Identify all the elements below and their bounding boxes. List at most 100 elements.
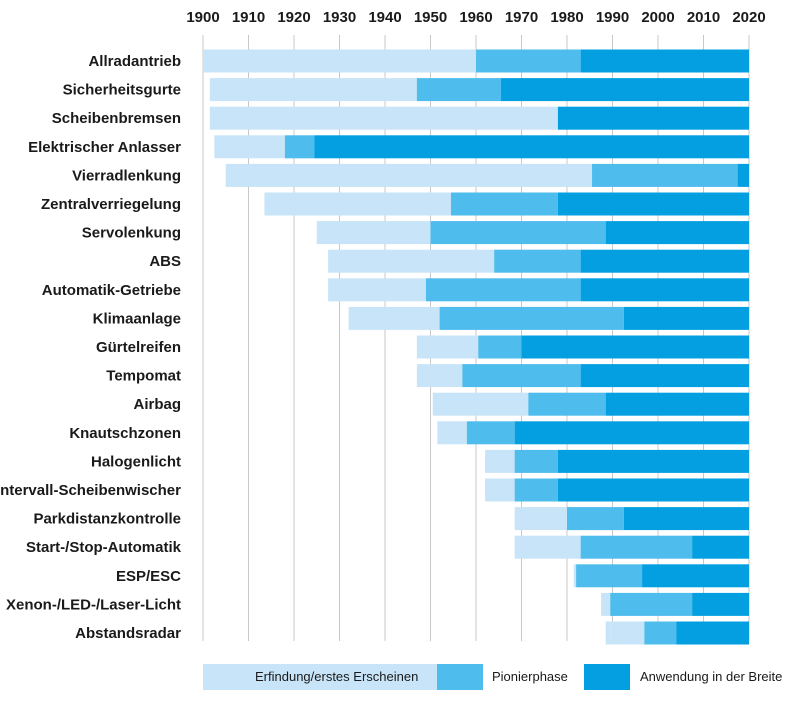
category-label: Servolenkung [82,225,181,242]
bar-segment-pionier [462,364,581,388]
legend-label-breite: Anwendung in der Breite [640,669,782,684]
x-tick-label: 1970 [505,9,538,26]
x-tick-label: 2020 [732,9,765,26]
bar-segment-pionier [514,478,558,502]
bar-segment-pionier [514,449,558,473]
bar-segment-breite [521,335,749,359]
x-tick-label: 1900 [186,9,219,26]
bar-segment-breite [557,192,749,216]
legend-swatch-breite [584,664,630,690]
bar-segment-breite [676,621,749,645]
bar-segment-erfindung [485,478,515,502]
bar-segment-pionier [580,535,693,559]
bar-segment-erfindung [225,163,593,187]
bar-segment-erfindung [514,535,581,559]
bar-segment-pionier [284,135,315,159]
category-label: Sicherheitsgurte [63,82,181,99]
category-label: Scheibenbremsen [52,110,181,127]
bar-segment-erfindung [214,135,285,159]
bar-segment-pionier [430,221,606,245]
bar-segment-pionier [610,592,693,616]
x-tick-label: 1940 [368,9,401,26]
category-label: Parkdistanzkontrolle [33,511,181,528]
bar-segment-erfindung [209,106,558,130]
legend-label-pionier: Pionierphase [492,669,568,684]
bar-segment-erfindung [416,335,479,359]
x-tick-label: 1910 [232,9,265,26]
legend-swatch-erfindung [203,664,448,690]
bar-segment-breite [642,564,749,588]
bar-segment-breite [737,163,749,187]
bar-segment-erfindung [432,392,529,416]
bar-segment-erfindung [601,592,611,616]
bar-segment-pionier [528,392,606,416]
bar-segment-pionier [567,507,624,531]
legend-label-erfindung: Erfindung/erstes Erscheinen [255,669,418,684]
bars [203,49,749,645]
bar-segment-breite [605,392,749,416]
bar-segment-breite [623,306,749,330]
bar-segment-erfindung [264,192,451,216]
bar-segment-breite [501,78,749,102]
x-tick-label: 1960 [459,9,492,26]
category-label: Automatik-Getriebe [42,282,181,299]
bar-segment-breite [557,106,749,130]
bar-segment-pionier [466,421,515,445]
bar-segment-breite [557,478,749,502]
bar-segment-pionier [439,306,624,330]
bar-segment-breite [623,507,749,531]
bar-segment-erfindung [514,507,567,531]
bar-segment-erfindung [605,621,611,645]
bar-segment-erfindung [348,306,440,330]
category-label: Intervall-Scheibenwischer [0,482,181,499]
bar-segment-breite [580,249,749,273]
x-tick-label: 2010 [687,9,720,26]
bar-segment-pionier [494,249,581,273]
category-label: Tempomat [106,368,181,385]
category-label: Gürtelreifen [96,339,181,356]
category-labels: Allradantrieb Sicherheitsgurte Scheibenbre… [0,53,182,642]
bar-segment-breite [580,364,749,388]
bar-segment-erfindung [203,49,476,73]
category-label: Klimaanlage [93,310,181,327]
category-label: ESP/ESC [116,568,181,585]
category-label: Zentralverriegelung [41,196,181,213]
category-label: Elektrischer Anlasser [28,139,181,156]
bar-segment-erfindung [437,421,467,445]
bar-segment-breite [605,221,749,245]
bar-segment-pionier [450,192,558,216]
bar-segment-pionier [478,335,522,359]
bar-segment-breite [580,49,749,73]
bar-segment-pionier [576,564,643,588]
bar-segment-erfindung [328,278,426,302]
bar-segment-pionier [425,278,581,302]
x-tick-label: 1980 [550,9,583,26]
bar-segment-breite [314,135,749,159]
legend: Erfindung/erstes Erscheinen Pionierphase A… [203,664,782,690]
legend-swatch-pionier [437,664,483,690]
bar-segment-breite [557,449,749,473]
x-tick-label: 1930 [323,9,356,26]
category-label: Vierradlenkung [72,167,181,184]
x-tick-label: 1990 [596,9,629,26]
category-label: ABS [149,253,181,270]
bar-segment-breite [514,421,749,445]
bar-segment-breite [692,535,749,559]
bar-segment-pionier [476,49,581,73]
bar-segment-breite [580,278,749,302]
bar-segment-erfindung [610,621,645,645]
bar-segment-erfindung [573,564,577,588]
bar-segment-erfindung [209,78,417,102]
category-label: Start-/Stop-Automatik [26,539,182,556]
x-axis-tick-labels: 1900 1910 1920 1930 1940 1950 1960 1970 1980 1990… [186,9,765,26]
bar-segment-pionier [416,78,502,102]
bar-segment-erfindung [328,249,495,273]
bar-segment-erfindung [485,449,515,473]
category-label: Xenon-/LED-/Laser-Licht [6,596,181,613]
category-label: Halogenlicht [91,453,181,470]
x-tick-label: 1920 [277,9,310,26]
bar-segment-erfindung [416,364,463,388]
bar-segment-pionier [592,163,738,187]
bar-segment-breite [692,592,749,616]
